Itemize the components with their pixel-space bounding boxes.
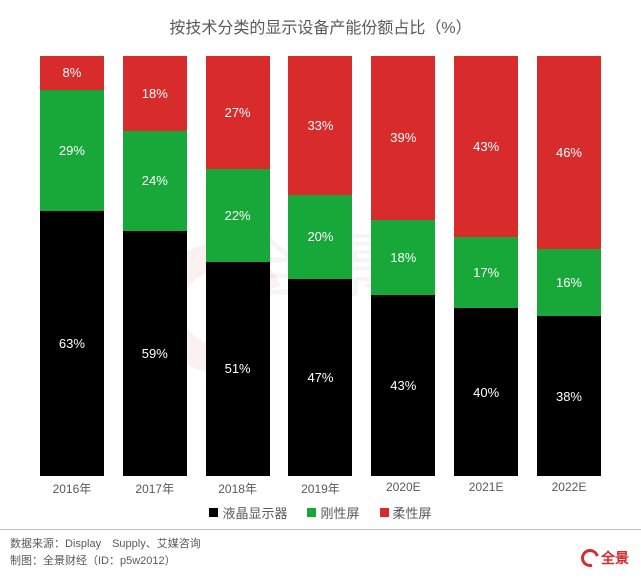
bar-segment: 17% <box>454 237 518 308</box>
chart-legend: 液晶显示器 刚性屏 柔性屏 <box>0 503 641 522</box>
bar-segment: 43% <box>371 295 435 476</box>
chart-footer: 数据来源：Display Supply、艾媒咨询 制图：全景财经（ID：p5w2… <box>0 529 641 579</box>
footer-logo: 全景 <box>581 547 629 569</box>
legend-item: 液晶显示器 <box>209 503 287 522</box>
bar-segment: 47% <box>288 279 352 476</box>
bar-group: 63%29%8% <box>37 56 107 476</box>
bar-segment: 39% <box>371 56 435 220</box>
category-label: 2021E <box>451 480 521 497</box>
bar-segment: 46% <box>537 56 601 249</box>
bar-group: 43%18%39% <box>368 56 438 476</box>
footer-credit: 制图：全景财经（ID：p5w2012） <box>10 553 631 571</box>
logo-text: 全景 <box>601 547 629 569</box>
stacked-bar: 40%17%43% <box>454 56 518 476</box>
stacked-bar: 43%18%39% <box>371 56 435 476</box>
category-label: 2019年 <box>285 480 355 497</box>
bar-segment: 33% <box>288 56 352 195</box>
bar-segment: 24% <box>123 131 187 231</box>
legend-swatch-icon <box>380 508 389 517</box>
bar-segment: 59% <box>123 231 187 476</box>
bar-segment: 20% <box>288 195 352 279</box>
logo-circle-icon <box>578 546 603 571</box>
bar-segment: 29% <box>40 90 104 212</box>
legend-item: 刚性屏 <box>307 503 359 522</box>
stacked-bar: 38%16%46% <box>537 56 601 476</box>
bar-segment: 18% <box>123 56 187 131</box>
chart-plot-area: 63%29%8%59%24%18%51%22%27%47%20%33%43%18… <box>21 46 621 476</box>
bar-group: 59%24%18% <box>120 56 190 476</box>
bar-segment: 43% <box>454 56 518 237</box>
bar-group: 38%16%46% <box>534 56 604 476</box>
legend-swatch-icon <box>307 508 316 517</box>
footer-source: 数据来源：Display Supply、艾媒咨询 <box>10 536 631 554</box>
legend-swatch-icon <box>209 508 218 517</box>
legend-item: 柔性屏 <box>380 503 432 522</box>
bar-group: 51%22%27% <box>203 56 273 476</box>
chart-category-axis: 2016年 2017年 2018年 2019年 2020E 2021E 2022E <box>21 480 621 497</box>
legend-label: 柔性屏 <box>393 503 432 522</box>
legend-label: 液晶显示器 <box>222 503 287 522</box>
bar-segment: 27% <box>206 56 270 169</box>
bar-segment: 63% <box>40 211 104 476</box>
stacked-bar: 47%20%33% <box>288 56 352 476</box>
category-label: 2022E <box>534 480 604 497</box>
bar-segment: 16% <box>537 249 601 316</box>
legend-label: 刚性屏 <box>320 503 359 522</box>
category-label: 2017年 <box>120 480 190 497</box>
category-label: 2018年 <box>203 480 273 497</box>
chart-title: 按技术分类的显示设备产能份额占比（%） <box>0 0 641 46</box>
bar-segment: 8% <box>40 56 104 90</box>
bar-segment: 38% <box>537 316 601 476</box>
category-label: 2016年 <box>37 480 107 497</box>
bar-segment: 51% <box>206 262 270 476</box>
stacked-bar: 51%22%27% <box>206 56 270 476</box>
bar-segment: 18% <box>371 220 435 296</box>
bar-segment: 22% <box>206 169 270 261</box>
bar-segment: 40% <box>454 308 518 476</box>
bar-group: 47%20%33% <box>285 56 355 476</box>
bar-group: 40%17%43% <box>451 56 521 476</box>
stacked-bar: 59%24%18% <box>123 56 187 476</box>
stacked-bar: 63%29%8% <box>40 56 104 476</box>
category-label: 2020E <box>368 480 438 497</box>
